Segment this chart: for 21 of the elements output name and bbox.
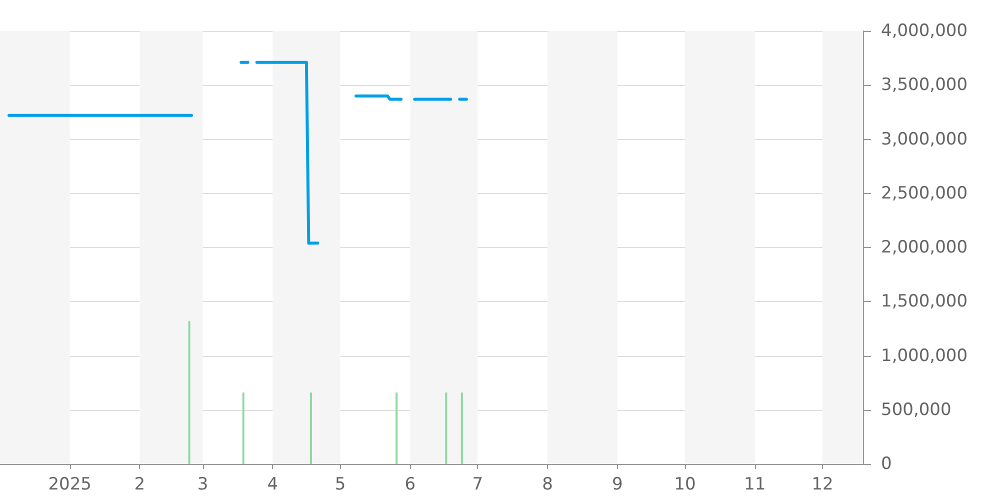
y-tick-label: 0 xyxy=(881,454,892,474)
x-tick-label: 9 xyxy=(612,474,623,494)
y-tick-label: 3,000,000 xyxy=(881,129,968,150)
y-tick-label: 4,000,000 xyxy=(881,21,968,41)
x-tick-label: 8 xyxy=(542,474,553,494)
x-tick-label: 2 xyxy=(134,474,146,494)
x-tick-label: 12 xyxy=(812,474,834,494)
x-tick-label: 11 xyxy=(744,474,766,494)
y-tick-label: 1,500,000 xyxy=(881,292,968,312)
y-tick-label: 3,500,000 xyxy=(881,75,968,96)
x-tick-label: 7 xyxy=(472,474,484,494)
x-tick-label: 3 xyxy=(197,474,208,494)
y-tick-label: 500,000 xyxy=(881,400,952,420)
x-tick-label: 10 xyxy=(674,474,696,494)
x-tick-label: 4 xyxy=(267,474,278,494)
x-tick-label: 2025 xyxy=(48,474,92,494)
x-tick-label: 5 xyxy=(334,474,346,494)
y-tick-label: 2,000,000 xyxy=(881,238,968,258)
x-tick-label: 6 xyxy=(404,474,416,494)
y-tick-label: 2,500,000 xyxy=(881,183,968,204)
y-tick-label: 1,000,000 xyxy=(881,346,968,366)
